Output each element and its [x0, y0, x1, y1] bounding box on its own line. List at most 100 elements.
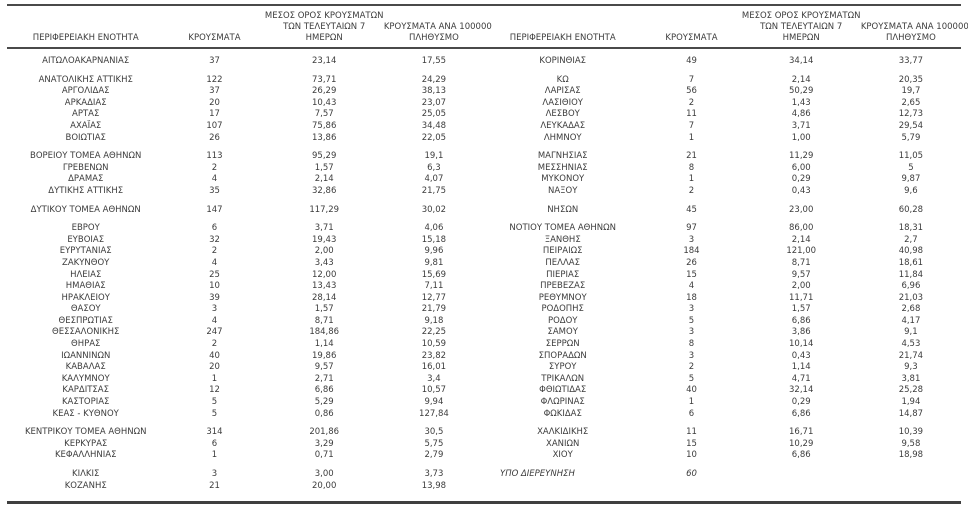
- cases-cell: 21: [686, 151, 697, 162]
- table-row: ΦΘΙΩΤΙΔΑΣ 40 32,14 25,28: [484, 385, 961, 397]
- region-cell: ΑΧΑΪΑΣ: [70, 120, 102, 131]
- table-row: ΚΕΝΤΡΙΚΟΥ ΤΟΜΕΑ ΑΘΗΝΩΝ 314 201,86 30,5: [7, 420, 484, 439]
- table-row: ΚΑΛΥΜΝΟΥ 1 2,71 3,4: [7, 374, 484, 386]
- col-header-7day-average-line1: ΜΕΣΟΣ ΟΡΟΣ ΚΡΟΥΣΜΑΤΩΝ: [264, 11, 384, 21]
- region-cell: ΧΑΝΙΩΝ: [546, 438, 580, 449]
- region-cell: ΧΑΛΚΙΔΙΚΗΣ: [537, 427, 589, 438]
- per100k-cell: 5,79: [901, 132, 921, 143]
- table-row: ΚΕΑΣ - ΚΥΘΝΟΥ 5 0,86 127,84: [7, 409, 484, 421]
- table-row: ΑΡΤΑΣ 17 7,57 25,05: [7, 109, 484, 121]
- avg7-cell: 10,43: [312, 97, 337, 108]
- table-row: ΘΑΣΟΥ 3 1,57 21,79: [7, 304, 484, 316]
- region-cell: ΘΕΣΣΑΛΟΝΙΚΗΣ: [52, 327, 120, 338]
- avg7-cell: 28,14: [312, 292, 337, 303]
- per100k-cell: 9,81: [424, 257, 444, 268]
- cases-cell: 40: [686, 385, 697, 396]
- avg7-cell: 12,00: [312, 269, 337, 280]
- cases-cell: 17: [209, 109, 220, 120]
- table-row: ΘΕΣΣΑΛΟΝΙΚΗΣ 247 184,86 22,25: [7, 327, 484, 339]
- cases-cell: 15: [686, 269, 697, 280]
- table-row: ΗΛΕΙΑΣ 25 12,00 15,69: [7, 270, 484, 282]
- table-row: ΑΝΑΤΟΛΙΚΗΣ ΑΤΤΙΚΗΣ 122 73,71 24,29: [7, 68, 484, 87]
- cases-cell: 2: [211, 162, 218, 173]
- cases-cell: 37: [209, 56, 220, 66]
- col-header-7day-average-line3: ΗΜΕΡΩΝ: [782, 33, 820, 43]
- col-header-7day-average-line2: ΤΩΝ ΤΕΛΕΥΤΑΙΩΝ 7: [283, 22, 366, 32]
- table-row: ΧΑΛΚΙΔΙΚΗΣ 11 16,71 10,39: [484, 420, 961, 439]
- region-cell: ΠΕΙΡΑΙΩΣ: [542, 246, 583, 257]
- per100k-cell: 24,29: [421, 74, 447, 85]
- region-cell: ΕΥΒΟΙΑΣ: [67, 234, 105, 245]
- regional-cases-table-left: ΠΕΡΙΦΕΡΕΙΑΚΗ ΕΝΟΤΗΤΑ ΚΡΟΥΣΜΑΤΑ ΜΕΣΟΣ ΟΡΟ…: [7, 6, 492, 492]
- avg7-cell: 8,71: [314, 315, 334, 326]
- cases-cell: 26: [686, 257, 697, 268]
- region-cell: ΑΡΚΑΔΙΑΣ: [64, 97, 107, 108]
- avg7-cell: 8,71: [791, 257, 811, 268]
- avg7-cell: 26,29: [312, 86, 337, 97]
- avg7-cell: 0,29: [791, 174, 811, 185]
- table-row: ΚΑΡΔΙΤΣΑΣ 12 6,86 10,57: [7, 385, 484, 397]
- col-header-per-100k-line2: ΠΛΗΘΥΣΜΟ: [885, 33, 936, 43]
- table-row: ΣΕΡΡΩΝ 8 10,14 4,53: [484, 339, 961, 351]
- region-cell: ΕΥΡΥΤΑΝΙΑΣ: [59, 246, 112, 257]
- per100k-cell: 40,98: [898, 246, 924, 257]
- table-row: ΝΟΤΙΟΥ ΤΟΜΕΑ ΑΘΗΝΩΝ 97 86,00 18,31: [484, 216, 961, 235]
- cases-cell: 60: [686, 469, 697, 479]
- cases-cell: 3: [211, 469, 218, 479]
- avg7-cell: 6,86: [791, 408, 811, 419]
- per100k-cell: 38,13: [421, 86, 447, 97]
- cases-cell: 4: [211, 315, 218, 326]
- table-row: ΗΜΑΘΙΑΣ 10 13,43 7,11: [7, 281, 484, 293]
- avg7-cell: 11,29: [789, 151, 814, 162]
- per100k-cell: 7,11: [424, 281, 444, 292]
- per100k-cell: 15,18: [421, 234, 447, 245]
- region-cell: ΣΑΜΟΥ: [547, 327, 578, 338]
- per100k-cell: 30,5: [424, 427, 444, 438]
- table-row: ΙΩΑΝΝΙΝΩΝ 40 19,86 23,82: [7, 351, 484, 363]
- avg7-cell: 9,57: [314, 362, 334, 373]
- region-cell: ΦΘΙΩΤΙΔΑΣ: [539, 385, 587, 396]
- per100k-cell: 3,4: [427, 373, 441, 384]
- per100k-cell: 22,25: [421, 327, 447, 338]
- table-row: ΔΡΑΜΑΣ 4 2,14 4,07: [7, 174, 484, 186]
- per100k-cell: 9,18: [424, 315, 444, 326]
- per100k-cell: 11,84: [898, 269, 924, 280]
- per100k-cell: 21,03: [898, 292, 924, 303]
- region-cell: ΤΡΙΚΑΛΩΝ: [541, 373, 585, 384]
- cases-cell: 8: [688, 162, 695, 173]
- per100k-cell: 60,28: [898, 204, 924, 215]
- cases-cell: 4: [688, 281, 695, 292]
- region-cell: ΚΕΑΣ - ΚΥΘΝΟΥ: [52, 408, 119, 419]
- col-header-7day-average-line1: ΜΕΣΟΣ ΟΡΟΣ ΚΡΟΥΣΜΑΤΩΝ: [741, 11, 861, 21]
- avg7-cell: 2,14: [791, 74, 811, 85]
- table-row: ΜΥΚΟΝΟΥ 1 0,29 9,87: [484, 174, 961, 186]
- table-row: ΦΛΩΡΙΝΑΣ 1 0,29 1,94: [484, 397, 961, 409]
- col-header-per-100k-line1: ΚΡΟΥΣΜΑΤΑ ΑΝΑ 100000: [383, 22, 492, 32]
- col-header-7day-average-line2: ΤΩΝ ΤΕΛΕΥΤΑΙΩΝ 7: [760, 22, 843, 32]
- table-row: ΖΑΚΥΝΘΟΥ 4 3,43 9,81: [7, 258, 484, 270]
- table-row: ΕΥΡΥΤΑΝΙΑΣ 2 2,00 9,96: [7, 246, 484, 258]
- table-row: ΜΑΓΝΗΣΙΑΣ 21 11,29 11,05: [484, 144, 961, 163]
- per100k-cell: 15,69: [421, 269, 447, 280]
- avg7-cell: 1,43: [791, 97, 811, 108]
- table-row: ΒΟΡΕΙΟΥ ΤΟΜΕΑ ΑΘΗΝΩΝ 113 95,29 19,1: [7, 144, 484, 163]
- region-cell: ΒΟΡΕΙΟΥ ΤΟΜΕΑ ΑΘΗΝΩΝ: [30, 151, 142, 162]
- table-row: ΛΗΜΝΟΥ 1 1,00 5,79: [484, 133, 961, 145]
- region-cell: ΝΟΤΙΟΥ ΤΟΜΕΑ ΑΘΗΝΩΝ: [509, 223, 616, 234]
- per100k-cell: 23,82: [421, 350, 447, 361]
- region-cell: ΣΕΡΡΩΝ: [545, 339, 580, 350]
- avg7-cell: 1,57: [791, 304, 811, 315]
- table-row: ΚΟΡΙΝΘΙΑΣ 49 34,14 33,77: [484, 48, 961, 68]
- cases-cell: 49: [686, 56, 697, 66]
- per100k-cell: 19,1: [424, 151, 444, 162]
- per100k-cell: 19,7: [901, 86, 921, 97]
- per100k-cell: 25,05: [421, 109, 447, 120]
- region-cell: ΗΛΕΙΑΣ: [70, 269, 102, 280]
- col-header-region: ΠΕΡΙΦΕΡΕΙΑΚΗ ΕΝΟΤΗΤΑ: [484, 6, 642, 49]
- cases-cell: 2: [211, 339, 218, 350]
- table-row: ΕΒΡΟΥ 6 3,71 4,06: [7, 216, 484, 235]
- region-cell: ΠΙΕΡΙΑΣ: [546, 269, 580, 280]
- cases-cell: 18: [686, 292, 697, 303]
- per100k-cell: 4,53: [901, 339, 921, 350]
- region-cell: ΑΝΑΤΟΛΙΚΗΣ ΑΤΤΙΚΗΣ: [38, 74, 133, 85]
